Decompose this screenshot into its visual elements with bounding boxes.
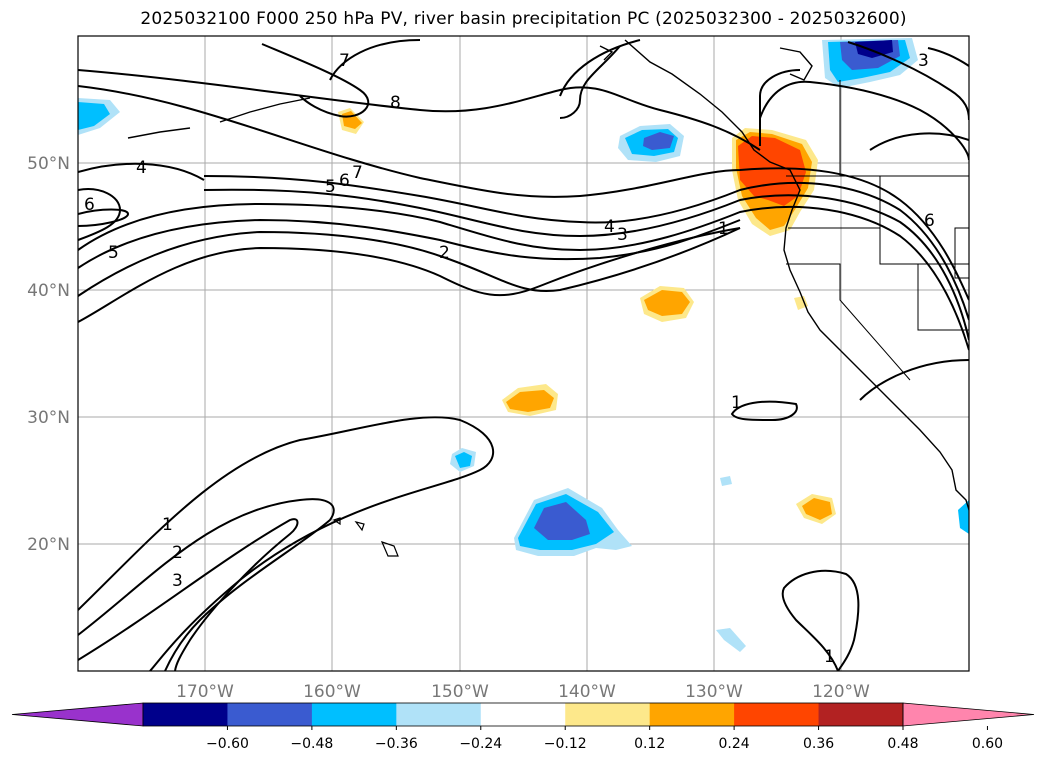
- map-area: [78, 36, 969, 671]
- contour-label: 1: [731, 393, 742, 413]
- lat-label-20n: 20°N: [27, 535, 70, 555]
- colorbar-extend-low: [11, 702, 144, 727]
- colorbar-segment: [480, 703, 566, 726]
- contour-label: 8: [390, 93, 401, 113]
- contour-label: 1: [162, 515, 173, 535]
- contour-label: 5: [108, 243, 119, 263]
- colorbar-tick-label: 0.60: [972, 736, 1003, 752]
- lat-label-50n: 50°N: [27, 154, 70, 174]
- colorbar-segment: [565, 703, 651, 726]
- contour-label: 4: [136, 158, 147, 178]
- contour-label: 7: [339, 51, 350, 71]
- contour-label: 4: [604, 217, 615, 237]
- colorbar-tick-labels: −0.60 −0.48 −0.36 −0.24 −0.12 0.12 0.24 0.36 0.4…: [206, 736, 1003, 752]
- lon-label-120w: 120°W: [812, 682, 870, 702]
- colorbar-tick-label: 0.12: [634, 736, 665, 752]
- precip-shading: [78, 38, 969, 652]
- map-frame: [77, 35, 970, 672]
- colorbar-extend-high: [902, 702, 1035, 727]
- lat-label-40n: 40°N: [27, 281, 70, 301]
- contour-label: 1: [824, 647, 835, 667]
- contour-label: 3: [617, 225, 628, 245]
- lon-label-130w: 130°W: [685, 682, 743, 702]
- contour-label: 2: [439, 243, 450, 263]
- colorbar-tick-label: −0.24: [459, 736, 502, 752]
- colorbar-tick-label: −0.36: [375, 736, 418, 752]
- contour-label: 3: [172, 571, 183, 591]
- colorbar-segment: [396, 703, 482, 726]
- state-borders: [786, 80, 969, 381]
- colorbar-segment: [649, 703, 735, 726]
- colorbar-tick-label: −0.60: [206, 736, 249, 752]
- colorbar-segment: [227, 703, 313, 726]
- colorbar-segment: [143, 703, 228, 726]
- map-title: 2025032100 F000 250 hPa PV, river basin …: [140, 9, 907, 29]
- islands: [332, 517, 399, 557]
- contour-label: 6: [84, 195, 95, 215]
- colorbar-tick-label: 0.48: [887, 736, 918, 752]
- colorbar-segment: [818, 703, 904, 726]
- colorbar-outline: [142, 702, 904, 727]
- contour-label: 6: [924, 211, 935, 231]
- lon-label-140w: 140°W: [558, 682, 616, 702]
- colorbar-segment: [734, 703, 820, 726]
- contour-label: 5: [325, 177, 336, 197]
- pv-contours: [78, 39, 969, 671]
- contour-label: 2: [172, 543, 183, 563]
- colorbar-tick-label: 0.24: [719, 736, 750, 752]
- contour-label: 1: [718, 219, 729, 239]
- lat-label-30n: 30°N: [27, 408, 70, 428]
- contour-label: 7: [352, 163, 363, 183]
- lon-label-160w: 160°W: [303, 682, 361, 702]
- colorbar: [11, 702, 1035, 730]
- colorbar-tick-label: −0.48: [290, 736, 333, 752]
- contour-label: 3: [918, 51, 929, 71]
- colorbar-tick-label: 0.36: [803, 736, 834, 752]
- coastline: [127, 39, 969, 511]
- contour-label: 6: [339, 171, 350, 191]
- colorbar-tick-label: −0.12: [544, 736, 587, 752]
- lon-label-150w: 150°W: [431, 682, 489, 702]
- lon-label-170w: 170°W: [176, 682, 234, 702]
- colorbar-segment: [311, 703, 397, 726]
